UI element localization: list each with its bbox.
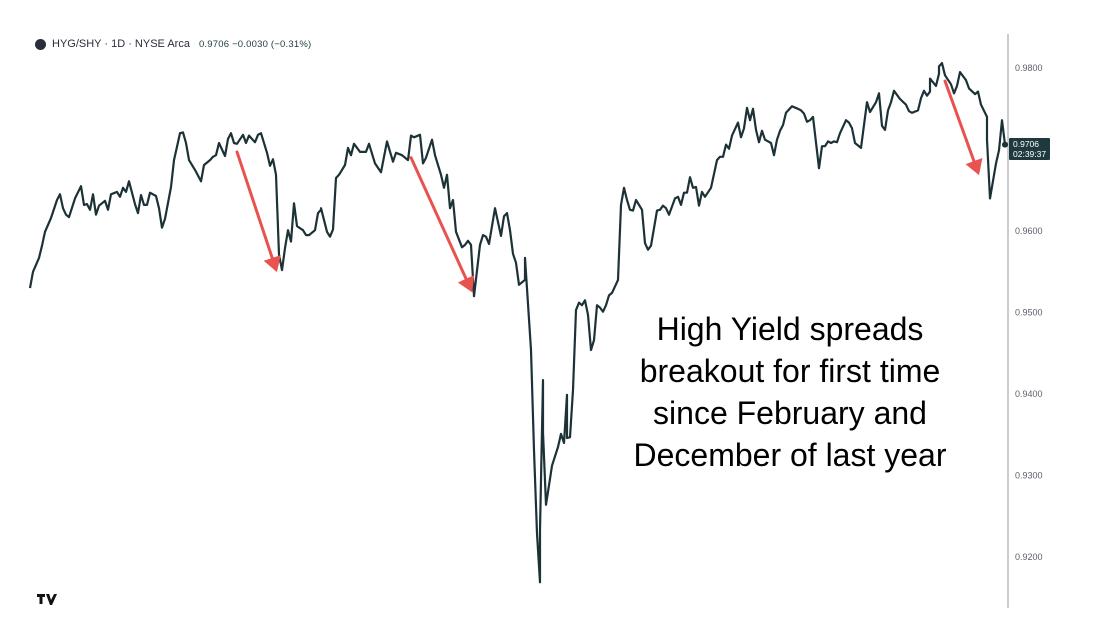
symbol-logo-icon xyxy=(35,38,46,50)
annotation-line: High Yield spreads xyxy=(656,311,924,347)
price-series-line xyxy=(28,62,1007,584)
y-tick-label: 0.9800 xyxy=(1015,63,1043,73)
price-change: −0.0030 xyxy=(232,38,269,50)
annotation-text: High Yield spreads breakout for first ti… xyxy=(570,308,1010,476)
price-tag-countdown: 02:39:37 xyxy=(1013,149,1047,159)
last-price-values: 0.9706 −0.0030 (−0.31%) xyxy=(199,39,311,50)
y-tick-label: 0.9300 xyxy=(1015,471,1043,481)
symbol-title[interactable]: HYG/SHY · 1D · NYSE Arca xyxy=(52,38,190,50)
price-change-pct: (−0.31%) xyxy=(270,38,312,50)
annotation-arrows xyxy=(235,79,983,293)
chart-legend: HYG/SHY · 1D · NYSE Arca 0.9706 −0.0030 … xyxy=(35,38,311,50)
red-arrow-annotation xyxy=(943,79,983,176)
tradingview-logo-icon[interactable] xyxy=(37,594,57,609)
last-price: 0.9706 xyxy=(198,38,230,50)
y-tick-label: 0.9500 xyxy=(1015,308,1043,318)
last-price-tag: 0.9706 02:39:37 xyxy=(1009,138,1051,160)
annotation-line: December of last year xyxy=(633,437,947,473)
y-tick-label: 0.9200 xyxy=(1015,552,1043,562)
annotation-line: since February and xyxy=(653,395,927,431)
last-price-dot xyxy=(1002,141,1008,148)
red-arrow-annotation xyxy=(409,156,475,293)
y-tick-label: 0.9600 xyxy=(1015,226,1043,236)
y-tick-label: 0.9400 xyxy=(1015,389,1043,399)
price-tag-value: 0.9706 xyxy=(1013,139,1039,149)
price-axis[interactable]: 0.9800 0.9600 0.9500 0.9400 0.9300 0.9200 xyxy=(1015,63,1043,562)
annotation-line: breakout for first time xyxy=(639,353,941,389)
red-arrow-annotation xyxy=(235,150,281,273)
